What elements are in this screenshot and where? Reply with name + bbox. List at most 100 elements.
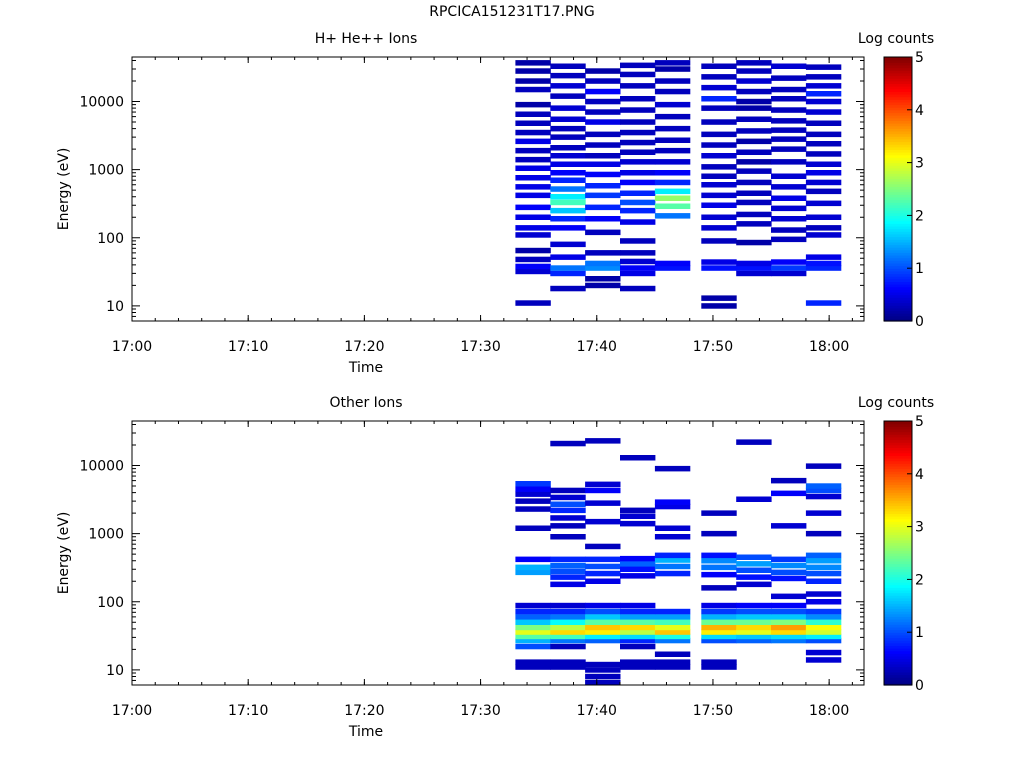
colorbar-segment: [884, 547, 912, 551]
colorbar-segment: [884, 553, 912, 557]
colorbar-segment: [884, 629, 912, 633]
heatmap-cell: [550, 581, 586, 588]
heatmap-cell: [515, 129, 551, 136]
colorbar-segment: [884, 236, 912, 240]
heatmap-cell: [515, 111, 551, 117]
colorbar-segment: [884, 447, 912, 451]
colorbar-segment: [884, 218, 912, 222]
heatmap-cell: [585, 661, 621, 668]
heatmap-cell: [550, 241, 586, 248]
heatmap-cell: [654, 88, 691, 95]
heatmap-cell: [585, 570, 621, 577]
heatmap-cell: [515, 175, 551, 181]
heatmap-cell: [736, 265, 772, 271]
colorbar-segment: [884, 181, 912, 185]
heatmap-cell: [515, 486, 551, 492]
x-tick-label: 17:30: [460, 703, 500, 719]
heatmap-cell: [701, 624, 737, 631]
colorbar-segment: [884, 138, 912, 143]
heatmap-cell: [654, 195, 691, 201]
colorbar-segment: [884, 165, 912, 169]
heatmap-cell: [654, 188, 691, 195]
colorbar-segment: [884, 228, 912, 232]
colorbar-segment: [884, 157, 912, 161]
heatmap-cell: [654, 629, 691, 635]
heatmap-cell: [585, 98, 621, 105]
colorbar-segment: [884, 302, 912, 306]
heatmap-cell: [550, 270, 586, 277]
heatmap-cell: [550, 207, 586, 214]
heatmap-cell: [585, 192, 621, 199]
heatmap-cell: [620, 71, 656, 78]
heatmap-cell: [736, 619, 772, 625]
colorbar-segment: [884, 444, 912, 448]
heatmap-cell: [550, 153, 586, 159]
colorbar-segment: [884, 260, 912, 264]
colorbar-tick-label: 3: [915, 156, 924, 172]
heatmap-cell: [585, 153, 621, 159]
heatmap-cell: [771, 593, 807, 600]
colorbar-segment: [884, 204, 912, 209]
heatmap-cell: [771, 608, 807, 615]
colorbar-segment: [884, 465, 912, 470]
colorbar-segment: [884, 545, 912, 549]
heatmap-cell: [515, 68, 551, 74]
panel-title: Other Ions: [329, 395, 402, 411]
heatmap-cell: [515, 120, 551, 126]
heatmap-cell: [736, 128, 772, 134]
heatmap-cell: [550, 194, 586, 200]
colorbar-segment: [884, 273, 912, 277]
heatmap-cell: [550, 501, 586, 507]
colorbar-segment: [884, 500, 912, 504]
colorbar-segment: [884, 59, 912, 63]
heatmap-cell: [736, 270, 772, 277]
x-tick-label: 17:20: [344, 339, 384, 355]
colorbar-segment: [884, 658, 912, 662]
heatmap-cell: [515, 86, 551, 93]
heatmap-cell: [701, 637, 737, 644]
heatmap-cell: [736, 98, 772, 105]
colorbar-segment: [884, 186, 912, 190]
heatmap-cell: [701, 202, 737, 208]
colorbar-segment: [884, 144, 912, 148]
heatmap-cell: [805, 64, 842, 70]
colorbar-segment: [884, 576, 912, 580]
heatmap-cell: [550, 487, 586, 494]
heatmap-cell: [736, 199, 772, 206]
heatmap-cell: [654, 563, 691, 570]
heatmap-cell: [550, 574, 586, 580]
heatmap-cell: [654, 659, 691, 665]
colorbar-segment: [884, 529, 912, 533]
heatmap-cell: [736, 168, 772, 174]
colorbar-segment: [884, 215, 912, 219]
y-tick-label: 10: [106, 299, 124, 315]
heatmap-cell: [585, 578, 621, 584]
heatmap-cell: [805, 141, 842, 147]
colorbar-segment: [884, 521, 912, 525]
colorbar-segment: [884, 584, 912, 588]
heatmap-cell: [620, 637, 656, 644]
colorbar-segment: [884, 463, 912, 467]
colorbar-segment: [884, 289, 912, 293]
heatmap-cell: [550, 254, 586, 260]
colorbar-segment: [884, 80, 912, 84]
heatmap-cell: [550, 507, 586, 514]
colorbar-segment: [884, 645, 912, 649]
heatmap-cell: [701, 84, 737, 91]
heatmap-cell: [515, 232, 551, 238]
heatmap-cell: [515, 614, 551, 620]
heatmap-cell: [771, 216, 807, 222]
colorbar-segment: [884, 666, 912, 670]
heatmap-cell: [515, 643, 551, 650]
heatmap-cell: [550, 285, 586, 292]
heatmap-cell: [585, 265, 621, 271]
heatmap-cell: [620, 170, 656, 176]
heatmap-cell: [585, 487, 621, 494]
colorbar-segment: [884, 648, 912, 652]
heatmap-cell: [771, 602, 807, 609]
colorbar-segment: [884, 484, 912, 488]
heatmap-cell: [654, 203, 691, 209]
heatmap-cell: [620, 129, 656, 136]
heatmap-cell: [736, 211, 772, 218]
